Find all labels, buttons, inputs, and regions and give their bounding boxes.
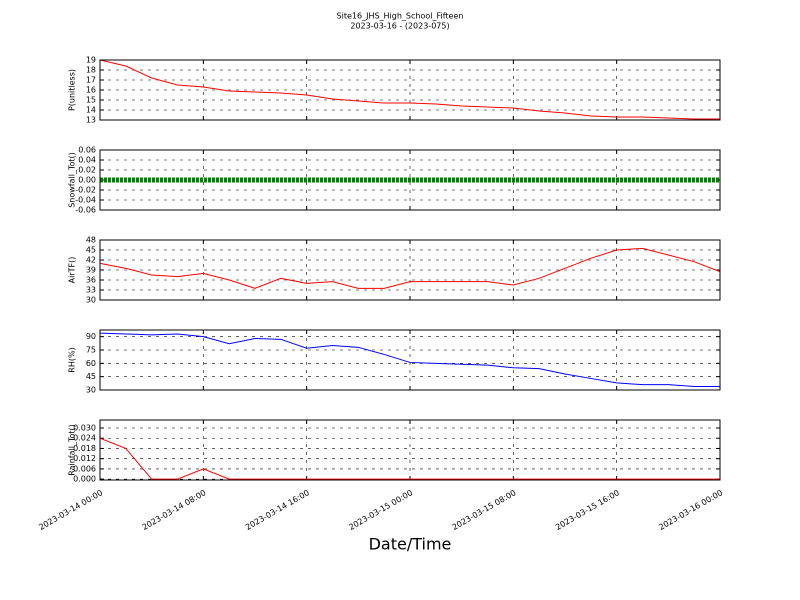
y-tick-label: -0.06 xyxy=(75,206,96,215)
y-tick-label: 60 xyxy=(86,359,96,368)
y-tick-label: 18 xyxy=(86,66,96,75)
y-tick-label: 15 xyxy=(86,96,96,105)
y-tick-label: 42 xyxy=(86,256,96,265)
data-line xyxy=(100,247,720,289)
y-tick-label: 0.04 xyxy=(78,156,96,165)
y-tick-label: -0.02 xyxy=(75,186,96,195)
plot-frame xyxy=(99,329,721,391)
y-tick-label: 14 xyxy=(86,106,96,115)
y-tick-label: 30 xyxy=(86,296,96,305)
y-axis-label: AirTF() xyxy=(68,257,77,284)
plot-frame xyxy=(99,239,721,301)
y-tick-label: 0.018 xyxy=(73,444,96,453)
y-tick-label: 45 xyxy=(86,372,96,381)
y-tick-label: 39 xyxy=(86,266,96,275)
y-tick-label: 48 xyxy=(86,236,96,245)
chart-subtitle: 2023-03-16 - (2023-075) xyxy=(350,22,449,31)
x-tick-label: 2023-03-15 00:00 xyxy=(347,488,414,532)
x-tick-label: 2023-03-15 08:00 xyxy=(451,488,518,532)
y-tick-label: 36 xyxy=(86,276,96,285)
y-tick-label: 19 xyxy=(86,56,96,65)
y-axis-label: P(unitless) xyxy=(68,69,77,111)
y-tick-label: 0.00 xyxy=(78,176,96,185)
x-tick-label: 2023-03-15 16:00 xyxy=(554,488,621,532)
data-line xyxy=(100,437,720,480)
y-tick-label: 0.02 xyxy=(78,166,96,175)
y-tick-label: 0.006 xyxy=(73,464,96,473)
y-tick-label: 30 xyxy=(86,386,96,395)
data-line xyxy=(100,332,720,387)
y-tick-label: 75 xyxy=(86,346,96,355)
plot-frame xyxy=(99,59,721,121)
y-tick-label: -0.04 xyxy=(75,196,96,205)
y-tick-label: 0.012 xyxy=(73,454,96,463)
plot-frame xyxy=(99,419,721,481)
data-line xyxy=(100,60,720,120)
y-tick-label: 16 xyxy=(86,86,96,95)
plot-frame xyxy=(99,149,721,211)
y-tick-label: 90 xyxy=(86,332,96,341)
x-axis-label: Date/Time xyxy=(369,535,452,554)
x-tick-label: 2023-03-14 00:00 xyxy=(37,488,104,532)
y-tick-label: 0.000 xyxy=(73,475,96,484)
x-tick-label: 2023-03-14 16:00 xyxy=(244,488,311,532)
x-tick-label: 2023-03-14 08:00 xyxy=(141,488,208,532)
y-tick-label: 33 xyxy=(86,286,96,295)
y-axis-label: Rainfall_Tot() xyxy=(68,424,77,476)
y-tick-label: 0.06 xyxy=(78,146,96,155)
x-tick-label: 2023-03-16 00:00 xyxy=(657,488,724,532)
y-axis-label: Snowfall_Tot() xyxy=(68,152,77,208)
chart-title: Site16_JHS_High_School_Fifteen xyxy=(337,12,464,21)
y-tick-label: 13 xyxy=(86,116,96,125)
y-tick-label: 17 xyxy=(86,76,96,85)
y-tick-label: 0.024 xyxy=(73,434,96,443)
y-tick-label: 0.030 xyxy=(73,424,96,433)
y-axis-label: RH(%) xyxy=(68,347,77,372)
y-tick-label: 45 xyxy=(86,246,96,255)
